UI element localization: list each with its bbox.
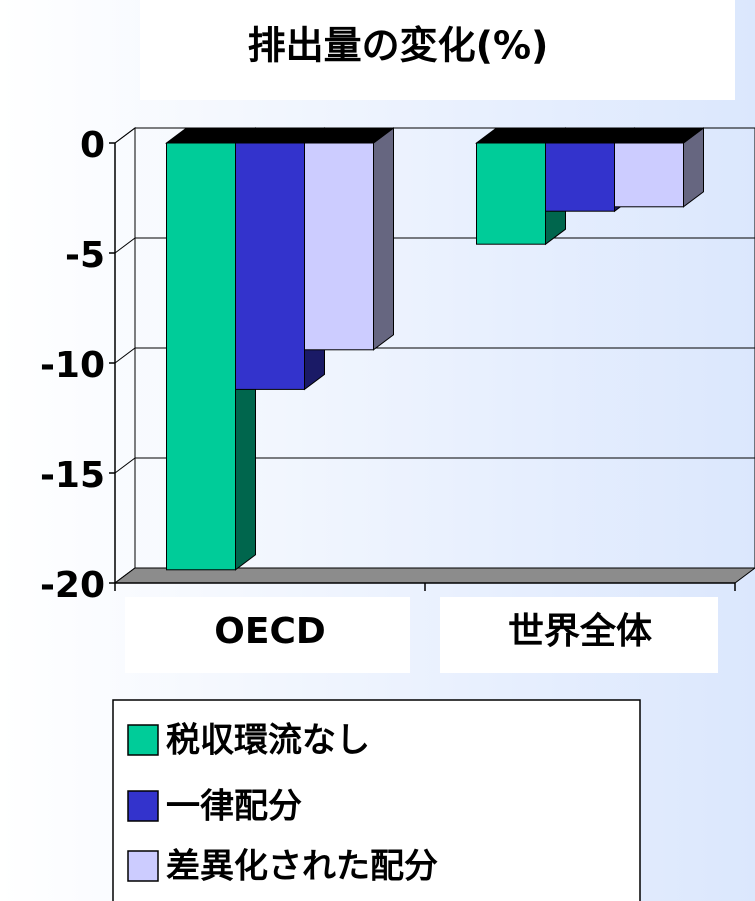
bar <box>614 142 684 208</box>
title-box <box>140 0 735 100</box>
grid-line <box>114 457 136 474</box>
legend-label: 一律配分 <box>166 787 302 827</box>
grid-line <box>114 237 136 254</box>
y-tick-label: -10 <box>40 345 105 386</box>
bar <box>304 142 374 351</box>
bar-side <box>373 127 394 351</box>
legend-label: 税収環流なし <box>166 721 370 761</box>
bar <box>166 142 236 571</box>
bar <box>545 142 615 212</box>
legend <box>112 699 641 901</box>
grid-line <box>114 127 136 144</box>
x-tick-label: 世界全体 <box>508 610 652 652</box>
legend-swatch <box>127 790 159 822</box>
category-box <box>125 597 410 673</box>
chart-title: 排出量の変化(%) <box>248 24 549 68</box>
category-box <box>440 597 718 673</box>
y-tick-label: -20 <box>40 565 105 606</box>
bar <box>235 142 305 390</box>
x-tick-label: OECD <box>214 611 326 652</box>
y-tick-label: 0 <box>80 125 105 166</box>
y-tick-label: -5 <box>65 235 105 276</box>
legend-swatch <box>127 850 159 882</box>
grid-line <box>114 347 136 364</box>
legend-label: 差異化された配分 <box>166 847 438 887</box>
legend-swatch <box>127 724 159 756</box>
y-tick-label: -15 <box>40 455 105 496</box>
bar <box>476 142 546 245</box>
